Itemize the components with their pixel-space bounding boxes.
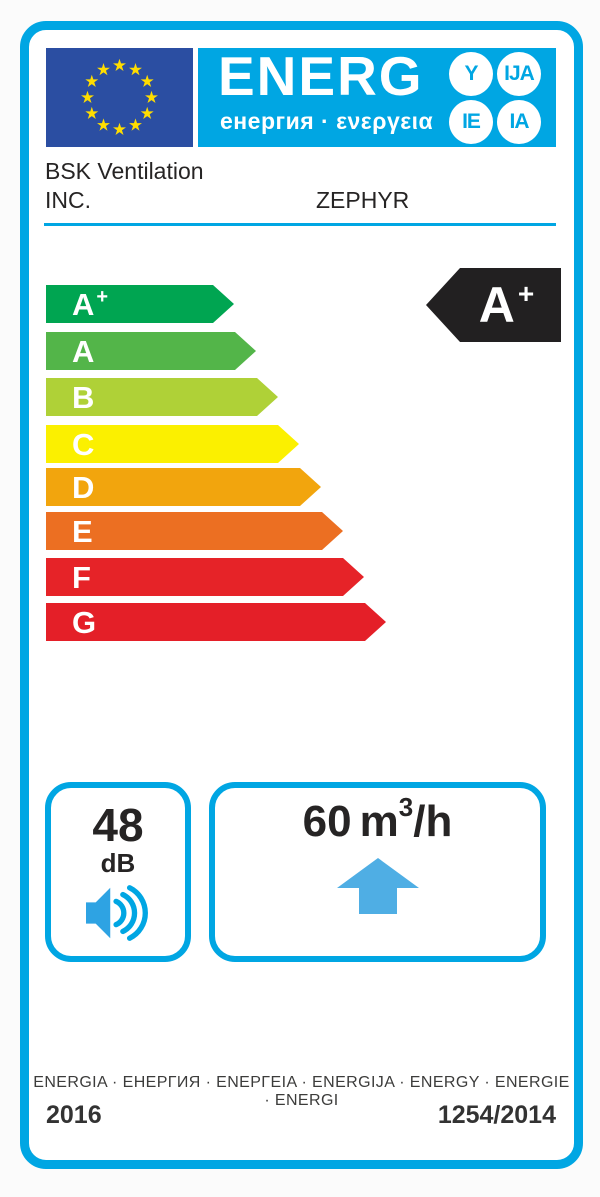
scale-bar-a-plus: A + (46, 285, 234, 323)
airflow-value-group: 60 m 3 /h (302, 794, 453, 846)
scale-bar-d: D (46, 468, 321, 506)
scale-bar-g: G (46, 603, 386, 641)
scale-bar-c: C (46, 425, 299, 463)
energ-banner: ENERG енергия · ενεργεια Y IJA IE IA (198, 45, 556, 147)
supplier-name-line2: INC. (45, 187, 91, 213)
noise-unit: dB (100, 848, 136, 878)
scale-bar-grade: B (72, 379, 95, 415)
eu-flag-star (129, 118, 142, 131)
eu-flag-star (85, 106, 99, 119)
label-inner: ENERG енергия · ενεργεια Y IJA IE IA BSK… (29, 30, 574, 1160)
suffix-circle-y: Y (449, 52, 493, 96)
airflow-up-arrow-icon (336, 858, 419, 914)
eu-flag-star (113, 122, 126, 135)
eu-flag-star (97, 118, 110, 131)
eu-flag-star (97, 63, 110, 76)
noise-value: 48 (92, 799, 144, 851)
scale-bar-grade: D (72, 469, 95, 505)
eu-flag-star (145, 90, 158, 103)
airflow-box: 60 m 3 /h (209, 782, 546, 962)
model-name: ZEPHYR (316, 187, 410, 213)
airflow-unit-exponent: 3 (398, 792, 414, 822)
scale-bar-grade: A (72, 333, 95, 369)
eu-flag-star (85, 74, 99, 87)
scale-bar-f: F (46, 558, 364, 596)
energ-subtitle: енергия · ενεργεια (220, 108, 434, 134)
scale-bar-b: B (46, 378, 278, 416)
scale-bar-grade: F (72, 559, 91, 595)
airflow-value: 60 (302, 797, 352, 846)
suffix-circle-ija: IJA (497, 52, 541, 96)
eu-flag-star (81, 90, 94, 103)
scale-bar-grade: A (72, 286, 95, 322)
rating-grade: A (478, 277, 515, 333)
airflow-unit-rest: /h (413, 797, 453, 846)
header-divider (44, 223, 556, 226)
scale-bar-plus: + (96, 286, 109, 308)
scale-bar-e: E (46, 512, 343, 550)
scale-bar-a: A (46, 332, 256, 370)
noise-box: 48 dB (45, 782, 191, 962)
rating-plus: + (517, 278, 535, 309)
suffix-circle-ia: IA (497, 100, 541, 144)
eu-flag-star (140, 74, 154, 87)
eu-flag-star (113, 58, 126, 71)
supplier-name-line1: BSK Ventilation (45, 158, 204, 184)
language-suffix-circles: Y IJA IE IA (449, 52, 541, 144)
scale-bar-grade: C (72, 426, 95, 462)
eu-flag-icon (46, 48, 193, 147)
regulation-number: 1254/2014 (437, 1101, 556, 1129)
scale-bar-grade: G (72, 604, 97, 640)
suffix-circle-ie: IE (449, 100, 493, 144)
airflow-unit-base: m (359, 797, 399, 846)
energy-words: ENERGIA · ЕНЕРГИЯ · ΕΝΕΡΓΕΙΑ · ENERGIJA … (33, 1074, 570, 1109)
eu-flag-star (140, 106, 154, 119)
energy-label: ENERG енергия · ενεργεια Y IJA IE IA BSK… (20, 21, 583, 1169)
energ-word: ENERG (218, 45, 424, 107)
rating-arrow: A + (426, 268, 561, 342)
speaker-icon (86, 885, 148, 941)
eu-flag-star (129, 63, 142, 76)
scale-bar-grade: E (72, 513, 93, 549)
label-year: 2016 (46, 1101, 102, 1129)
